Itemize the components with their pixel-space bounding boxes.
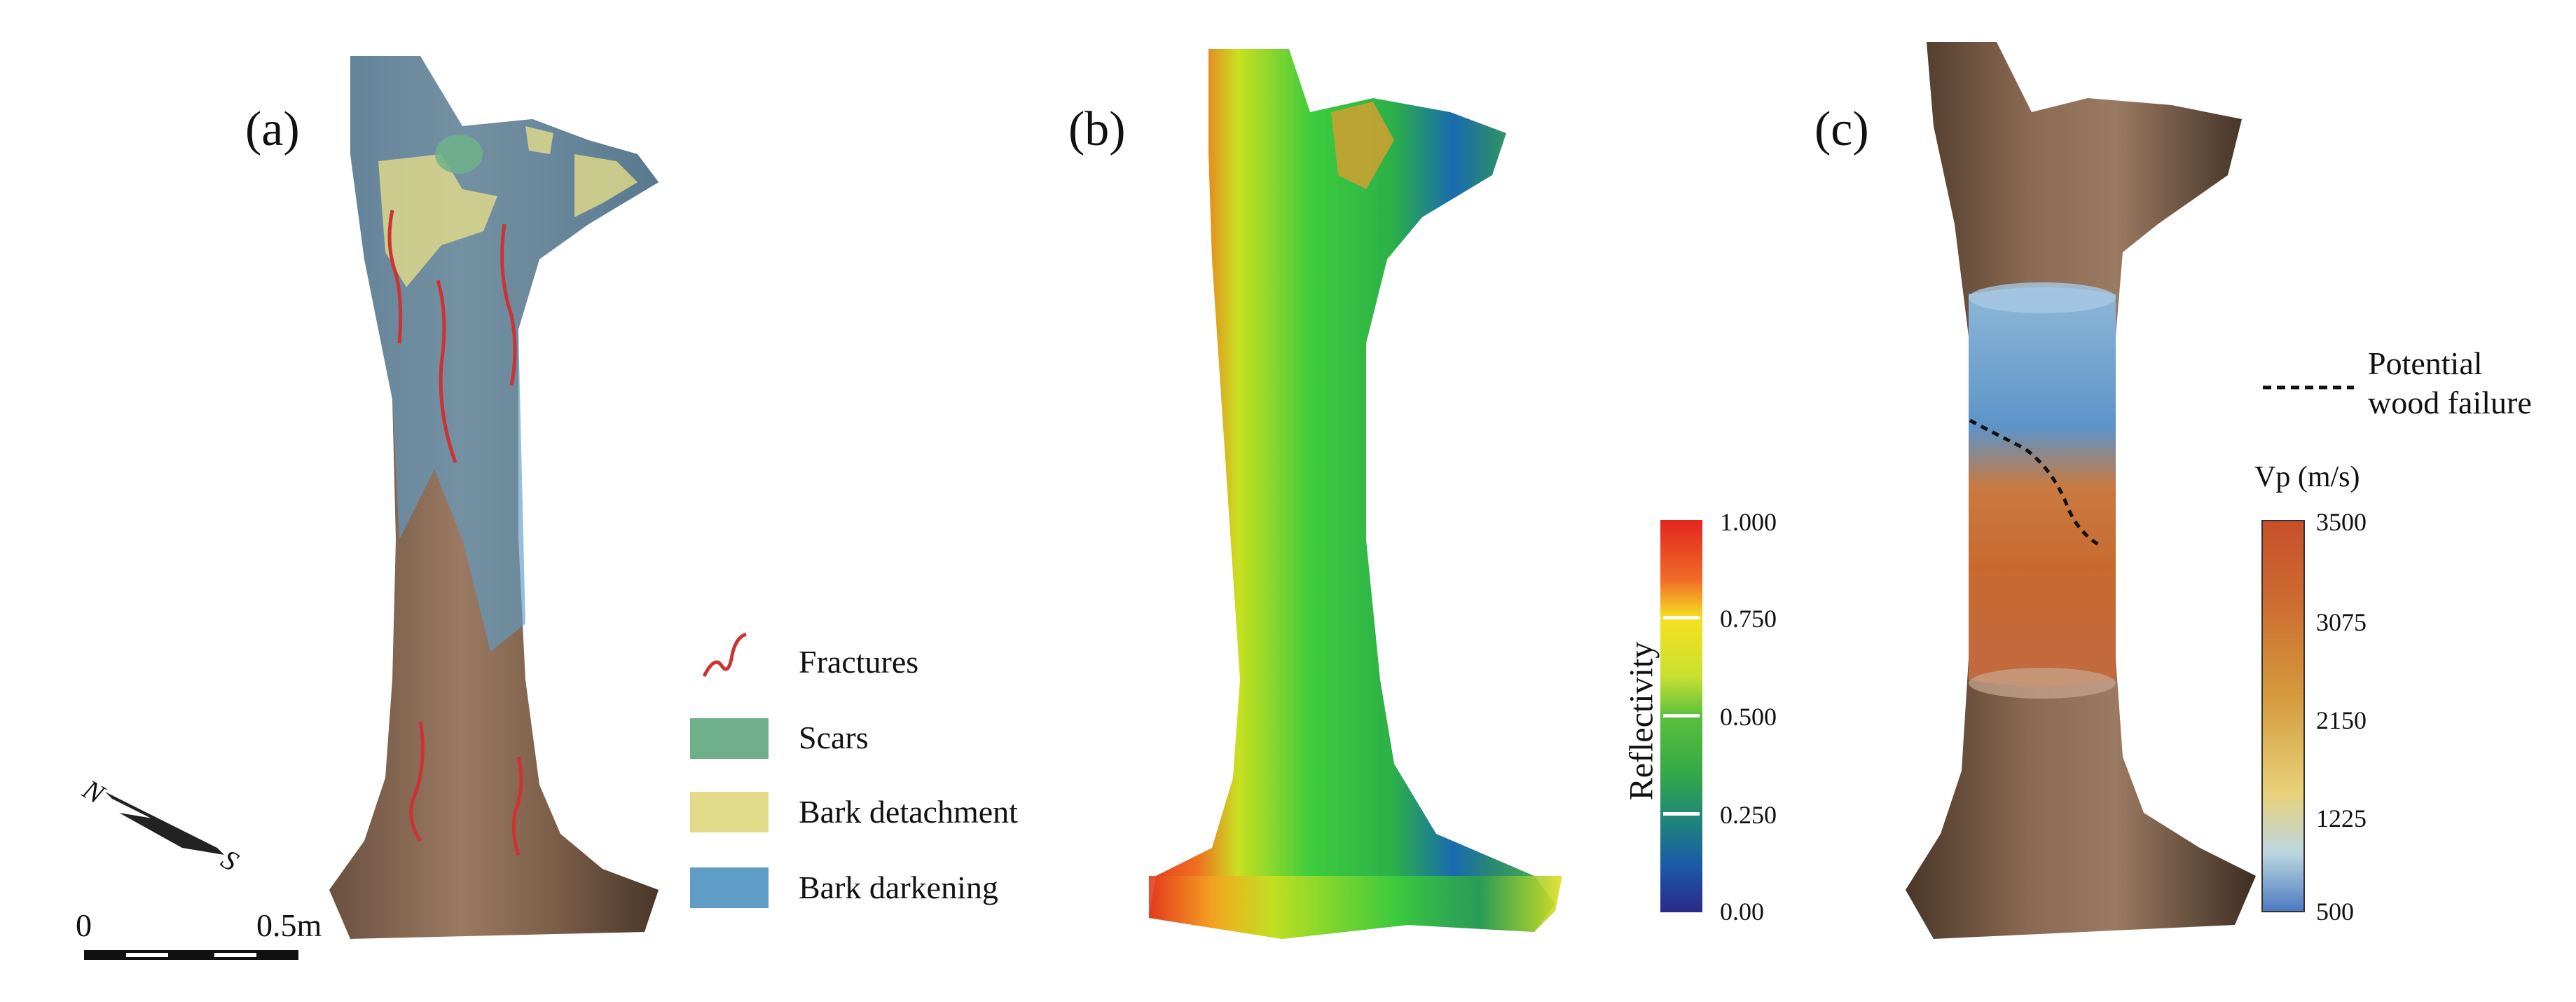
legend-scars-label: Scars [799, 720, 869, 755]
tree-velocity-image [1906, 42, 2256, 939]
bark-detachment-region [378, 154, 497, 287]
fracture-line [387, 210, 403, 344]
panel-b-label: (b) [1068, 102, 1126, 156]
panel-c-label: (c) [1814, 102, 1869, 156]
legend-bark-detachment-label: Bark detachment [799, 794, 1018, 830]
bark-detachment-region [574, 154, 638, 217]
legend-scars-swatch [690, 718, 769, 759]
legend-bark-darkening-label: Bark darkening [799, 870, 998, 905]
scale-bar [84, 950, 298, 960]
legend-fractures-label: Fractures [799, 644, 919, 680]
fracture-line [500, 224, 517, 386]
fractures-legend-icon [702, 632, 747, 678]
reflectivity-tick-000: 0.00 [1720, 898, 1764, 926]
scale-bar-start-label: 0 [76, 907, 92, 943]
vp-tick-500: 500 [2316, 898, 2354, 926]
tree-trunk-image-a [329, 56, 659, 939]
panel-a-label: (a) [245, 102, 300, 156]
compass-icon [105, 792, 224, 855]
vp-colorbar [2261, 520, 2305, 912]
bark-detachment-region [525, 126, 553, 154]
reflectivity-tick-1000: 1.000 [1720, 508, 1777, 536]
fracture-line [409, 721, 425, 842]
tree-reflectivity-image [1149, 49, 1562, 939]
legend-bark-darkening-swatch [690, 867, 769, 908]
reflectivity-tick-0250: 0.250 [1720, 801, 1777, 829]
reflectivity-tick-0750: 0.750 [1720, 605, 1777, 633]
vp-tick-2150: 2150 [2316, 706, 2367, 734]
failure-label-line1: Potential [2368, 345, 2483, 381]
fracture-line [511, 756, 523, 856]
vp-colorbar-title: Vp (m/s) [2254, 461, 2360, 493]
fracture-line [436, 280, 457, 463]
scale-bar-end-label: 0.5m [256, 907, 322, 943]
failure-label-line2: wood failure [2368, 385, 2532, 420]
failure-legend-dash-icon [2263, 385, 2354, 390]
vp-tick-3075: 3075 [2316, 608, 2367, 636]
reflectivity-tick-0500: 0.500 [1720, 703, 1777, 731]
legend-bark-detachment-swatch [690, 792, 769, 832]
reflectivity-colorbar [1660, 520, 1702, 912]
potential-wood-failure-line [1969, 418, 2103, 549]
vp-tick-3500: 3500 [2316, 508, 2367, 536]
vp-tick-1225: 1225 [2316, 804, 2367, 832]
velocity-band [1969, 287, 2116, 687]
reflectivity-colorbar-title: Reflectivity [1623, 641, 1660, 801]
scar-region [435, 135, 483, 174]
